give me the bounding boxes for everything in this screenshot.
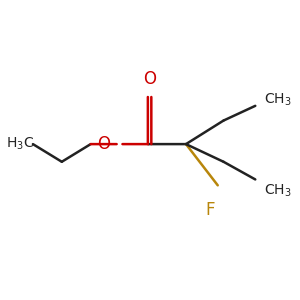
Text: F: F	[206, 201, 215, 219]
Text: O: O	[143, 70, 156, 88]
Text: O: O	[97, 135, 110, 153]
Text: CH$_3$: CH$_3$	[264, 183, 292, 200]
Text: CH$_3$: CH$_3$	[264, 92, 292, 108]
Text: H$_3$C: H$_3$C	[6, 136, 34, 152]
